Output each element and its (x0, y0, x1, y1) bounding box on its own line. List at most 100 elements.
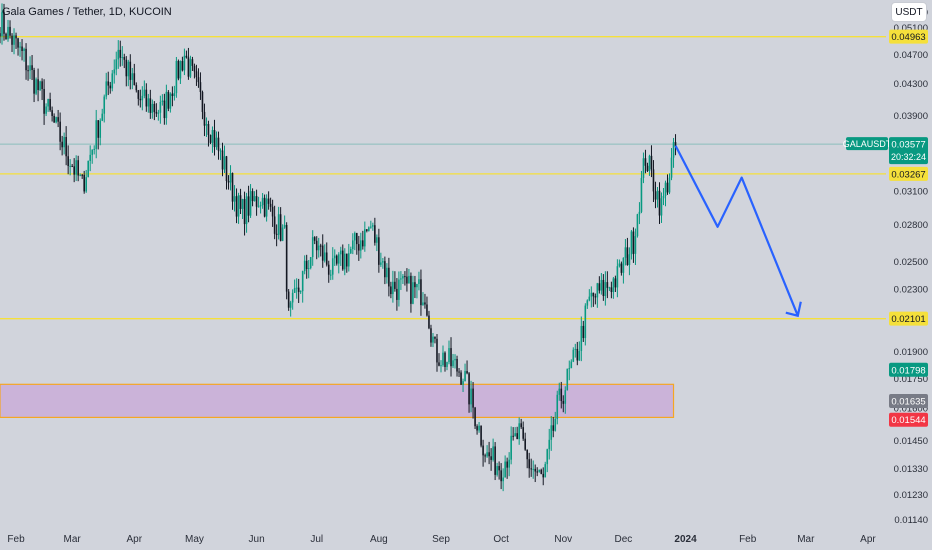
candle-body (454, 358, 456, 361)
candle-body (466, 371, 468, 374)
candle-body (522, 427, 524, 439)
candle-body (43, 89, 45, 114)
candle-body (21, 46, 23, 51)
candle-body (536, 471, 539, 473)
candle-body (93, 148, 96, 150)
chart-title: Gala Games / Tether, 1D, KUCOIN (2, 6, 172, 18)
candle-body (199, 82, 202, 92)
candle-body (337, 254, 340, 264)
candle-body (1, 12, 3, 37)
candle-body (191, 59, 194, 66)
candle-body (550, 425, 553, 440)
candle-body (464, 371, 466, 382)
candle-body (299, 291, 302, 293)
candle-body (628, 254, 631, 265)
x-tick-label: Oct (493, 534, 509, 545)
candle-body (53, 115, 55, 123)
candle-body (590, 292, 593, 297)
candle-body (380, 262, 382, 265)
candle-body (530, 468, 532, 470)
candle-body (81, 174, 83, 176)
candle-body (121, 57, 124, 59)
candle-body (506, 461, 508, 468)
y-tick-label: 0.01750 (894, 374, 928, 385)
candle-body (289, 302, 292, 308)
candle-body (484, 455, 486, 457)
candle-body (534, 468, 537, 472)
candle-body (287, 291, 290, 308)
candle-body (524, 438, 526, 450)
price-label: 0.01635 (891, 396, 925, 407)
candle-body (263, 197, 266, 217)
y-tick-label: 0.01900 (894, 347, 928, 358)
candle-body (412, 282, 414, 304)
candle-body (235, 196, 238, 217)
candle-body (221, 150, 224, 170)
price-label: 0.01544 (891, 415, 925, 426)
currency-button[interactable]: USDT (891, 2, 927, 22)
candle-body (105, 81, 108, 97)
candle-body (662, 195, 665, 199)
candle-body (396, 288, 398, 300)
candle-body (610, 287, 613, 293)
price-label: 0.04963 (891, 32, 925, 43)
x-tick-label: Apr (860, 534, 876, 545)
candle-body (131, 73, 134, 80)
candle-body (241, 199, 244, 209)
candle-body (145, 89, 148, 107)
candle-body (109, 85, 112, 89)
x-tick-label: Mar (64, 534, 82, 545)
candle-body (586, 300, 589, 306)
projection-path[interactable] (674, 145, 799, 317)
candle-body (87, 160, 89, 178)
price-label-bg (889, 311, 928, 326)
candle-body (271, 206, 274, 217)
candle-body (259, 205, 262, 207)
y-tick-label: 0.01450 (894, 436, 928, 447)
candle-body (648, 155, 651, 172)
candle-body (351, 240, 354, 250)
candle-body (345, 253, 348, 267)
candle-body (127, 61, 130, 77)
candle-body (554, 418, 557, 431)
x-tick-label: Nov (554, 534, 572, 545)
candle-body (558, 388, 561, 395)
candle-body (388, 267, 390, 287)
candle-body (620, 263, 623, 273)
candle-body (472, 388, 474, 408)
candle-body (382, 261, 384, 263)
candle-body (79, 174, 81, 176)
candle-body (133, 73, 136, 86)
candle-body (390, 286, 392, 295)
candle-body (442, 352, 444, 366)
candle-body (490, 456, 492, 460)
candle-body (508, 459, 510, 468)
supply-zone[interactable] (0, 383, 675, 419)
candle-body (370, 226, 372, 228)
candle-body (362, 240, 364, 247)
y-tick-label: 0.02800 (894, 220, 928, 231)
candle-body (7, 26, 9, 40)
price-label-bg (889, 362, 928, 377)
candle-body (528, 459, 530, 469)
candle-body (339, 250, 342, 255)
candle-body (51, 110, 53, 116)
candle-body (608, 287, 611, 289)
candle-body (319, 245, 322, 247)
candle-body (666, 182, 669, 193)
candle-body (149, 98, 152, 113)
candle-body (574, 348, 577, 350)
candle-body (416, 283, 418, 288)
candle-body (169, 93, 172, 109)
x-tick-label: 2024 (674, 534, 697, 545)
candle-body (245, 196, 248, 225)
candle-body (225, 156, 228, 181)
candle-body (147, 98, 150, 107)
candle-body (560, 388, 563, 401)
candle-body (193, 65, 196, 72)
candle-body (301, 271, 304, 292)
candle-body (544, 464, 547, 478)
candle-body (582, 325, 585, 339)
